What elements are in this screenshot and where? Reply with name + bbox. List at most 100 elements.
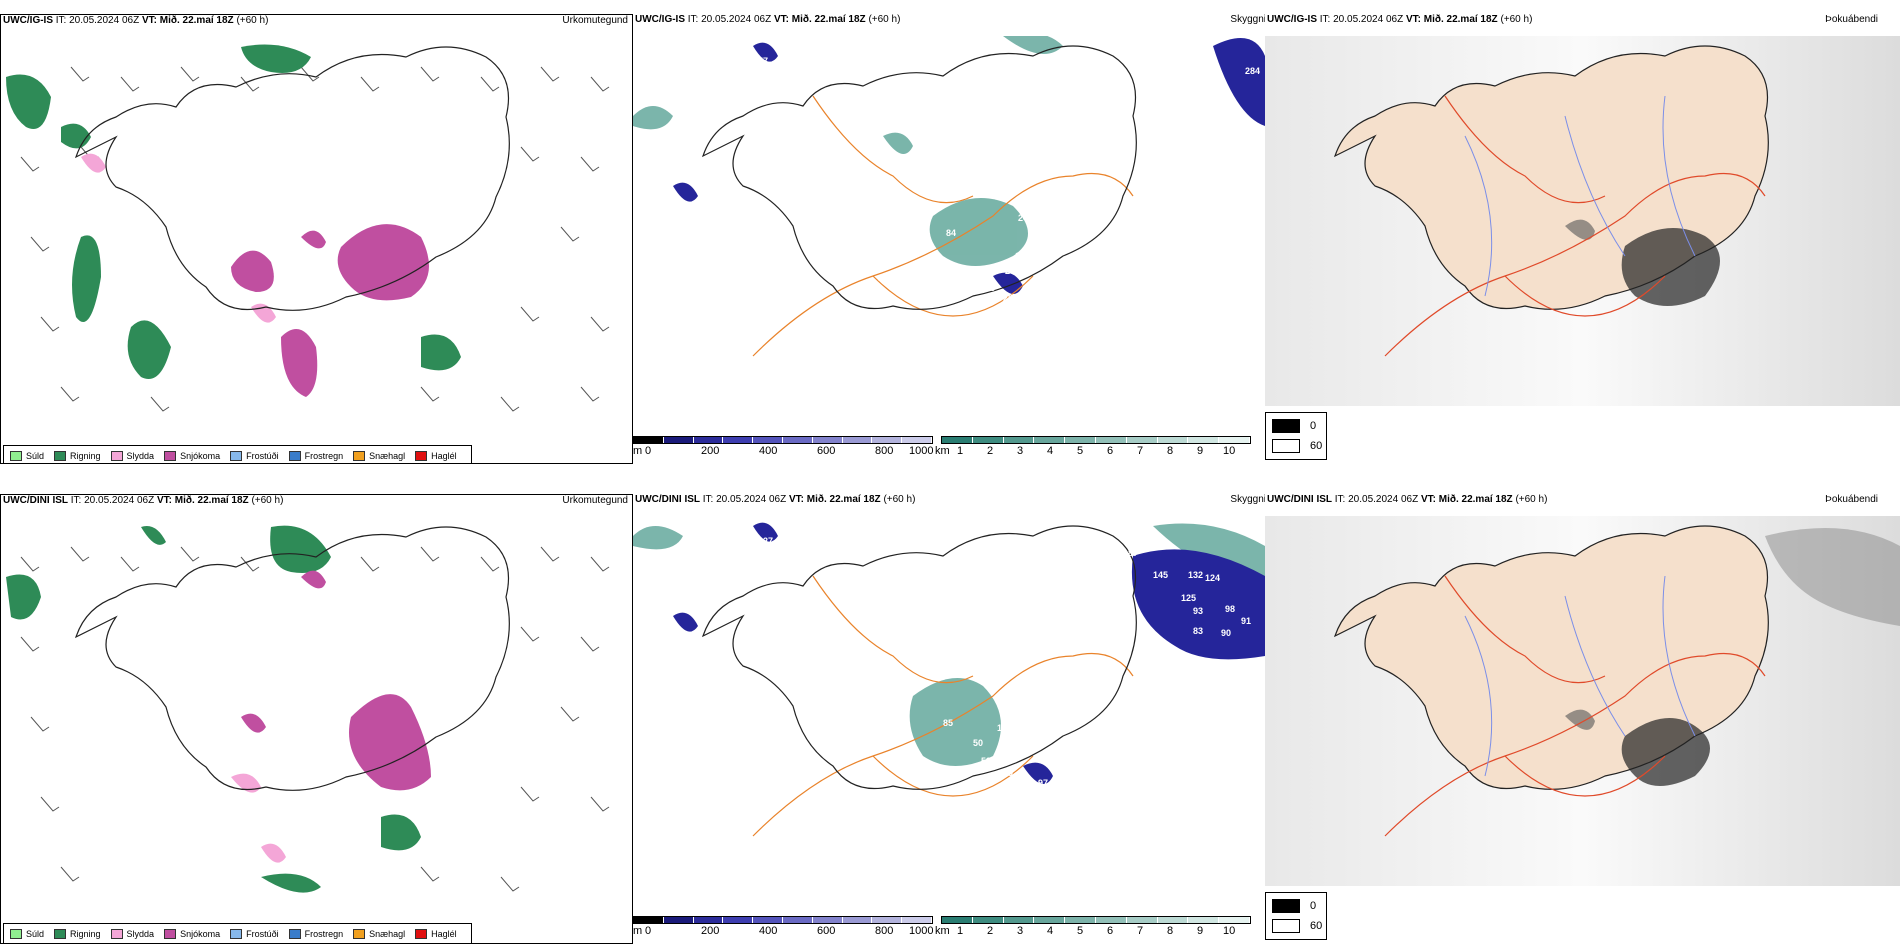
fog-panel-row2: UWC/DINI ISL IT: 20.05.2024 06Z VT: Mið.… [1265,494,1900,944]
fog-dense-area [1621,228,1720,306]
cloud-base-label: 132 [1188,570,1203,580]
cloud-base-label: 58 [1021,791,1031,801]
cloud-base-label: 48 [1053,330,1063,340]
fog-map [1265,516,1900,886]
legend-item-sudd: Súld [10,451,44,461]
cloud-base-label: 16 [985,283,995,293]
cloud-base-label: 83 [1193,626,1203,636]
cloud-base-label: 22 [935,353,945,363]
cloud-map: 27 103 98 64 38 235 87 145 132 124 125 93 98 91 83 90 96… [633,522,1265,893]
precip-map [6,44,610,412]
cloud-base-label: 64 [695,648,705,658]
cloud-base-label: 67 [1093,283,1103,293]
cloud-base-label: 98 [1035,253,1045,263]
legend-item-frostudi: Frostúði [230,929,279,939]
cloud-base-label: 141 [1038,283,1053,293]
cloud-base-label: 100 [878,273,893,283]
cloud-base-label: 235 [948,608,963,618]
cloud-base-label: 98 [695,598,705,608]
legend-item-rigning: Rigning [54,451,101,461]
cloud-base-label: 50 [973,738,983,748]
cloud-panel-row2: UWC/DINI ISL IT: 20.05.2024 06Z VT: Mið.… [633,494,1265,944]
legend-item-frostregn: Frostregn [288,451,343,461]
cloud-base-label: 56 [923,333,933,343]
cloud-base-label: 153 [1006,741,1021,751]
legend-item-snjokoma: Snjókoma [164,451,220,461]
fog-panel-row1: UWC/IG-IS IT: 20.05.2024 06Z VT: Mið. 22… [1265,14,1900,464]
legend-item-snaehagl: Snæhagl [353,929,405,939]
panel-title: UWC/IG-IS IT: 20.05.2024 06Z VT: Mið. 22… [635,14,901,25]
cloud-base-label: 30 [701,243,711,253]
cloud-base-label: 59 [1053,313,1063,323]
cloud-base-label: 104 [783,88,798,98]
cloud-base-label: 91 [1241,616,1251,626]
cloud-panel-row1: UWC/IG-IS IT: 20.05.2024 06Z VT: Mið. 22… [633,14,1265,464]
scale-visibility-km: km 1 2 3 4 5 6 7 8 9 10 [935,436,1259,464]
scale-height-m: m 0 200 400 600 800 1000 [633,436,933,464]
cloud-base-label: 57 [758,56,768,66]
cloud-base-label: 84 [946,228,956,238]
panel-variable-name: Skyggni [1230,14,1265,25]
rain-areas [6,525,421,893]
rain-areas [6,44,461,379]
snow-areas [241,570,431,791]
panel-variable-name: Þokuábendi [1825,494,1878,505]
legend-item-rigning: Rigning [54,929,101,939]
fog-dense-area [1621,718,1710,786]
precip-map [6,525,610,893]
cloud-base-label: 249 [1018,213,1033,223]
cloud-base-labels: 27 103 98 64 38 235 87 145 132 124 125 93 98 91 83 90 96… [695,536,1251,893]
fog-legend: 0 60 [1265,412,1327,460]
cloud-base-label: 94 [948,883,958,893]
legend-item-snjokoma: Snjókoma [164,929,220,939]
road-network [752,95,1134,357]
legend-item-haglel: Haglél [415,451,457,461]
iceland-coastline [74,526,510,791]
cloud-base-label: 63 [915,375,925,385]
precip-legend: Súld Rigning Slydda Snjókoma Frostúði Fr… [3,923,472,943]
cloud-base-label: 141 [995,753,1010,763]
legend-item-frostregn: Frostregn [288,929,343,939]
fog-sea-area [1765,528,1900,626]
cloud-base-label: 166 [997,723,1012,733]
cloud-base-label: 74 [718,233,728,243]
legend-item-slydda: Slydda [110,929,154,939]
cloud-base-label: 59 [1003,768,1013,778]
cloud-base-label: 124 [1205,573,1220,583]
precip-legend: Súld Rigning Slydda Snjókoma Frostúði Fr… [3,445,472,463]
cloud-base-label: 481 [943,168,958,178]
cloud-base-label: 96 [1028,678,1038,688]
cloud-base-label: 48 [683,170,693,180]
cloud-base-label: 38 [703,706,713,716]
cloud-base-label: 60 [748,233,758,243]
panel-variable-name: Þokuábendi [1825,14,1878,25]
wind-barbs [20,546,610,892]
panel-variable-name: Úrkomutegund [562,495,628,506]
cloud-base-label: 87 [1128,548,1138,558]
legend-item-haglel: Haglél [415,929,457,939]
legend-item-slydda: Slydda [110,451,154,461]
low-visibility-areas [633,36,1063,266]
cloud-base-label: 48 [693,148,703,158]
cloud-base-label: 145 [1153,570,1168,580]
cloud-base-areas [673,38,1265,294]
cloud-base-label: 118 [1113,260,1128,270]
fog-map [1265,36,1900,406]
cloud-base-label: 85 [943,718,953,728]
cloud-base-label: 103 [788,563,803,573]
scale-visibility-km: km 1 2 3 4 5 6 7 8 9 10 [935,916,1259,944]
cloud-base-label: 26 [1005,266,1015,276]
panel-title: UWC/DINI ISL IT: 20.05.2024 06Z VT: Mið.… [635,494,916,505]
cloud-base-label: 90 [1048,788,1058,798]
snow-areas [231,224,429,397]
precip-panel-row1: UWC/IG-IS IT: 20.05.2024 06Z VT: Mið. 22… [0,14,633,464]
panel-title: UWC/IG-IS IT: 20.05.2024 06Z VT: Mið. 22… [1267,14,1533,25]
cloud-base-areas [673,522,1265,784]
cloud-base-label: 97 [925,883,935,893]
cloud-base-label: 97 [1038,778,1048,788]
cloud-base-label: 74 [1053,283,1063,293]
cloud-base-label: 25 [1003,293,1013,303]
fog-dense-area [1565,219,1595,240]
